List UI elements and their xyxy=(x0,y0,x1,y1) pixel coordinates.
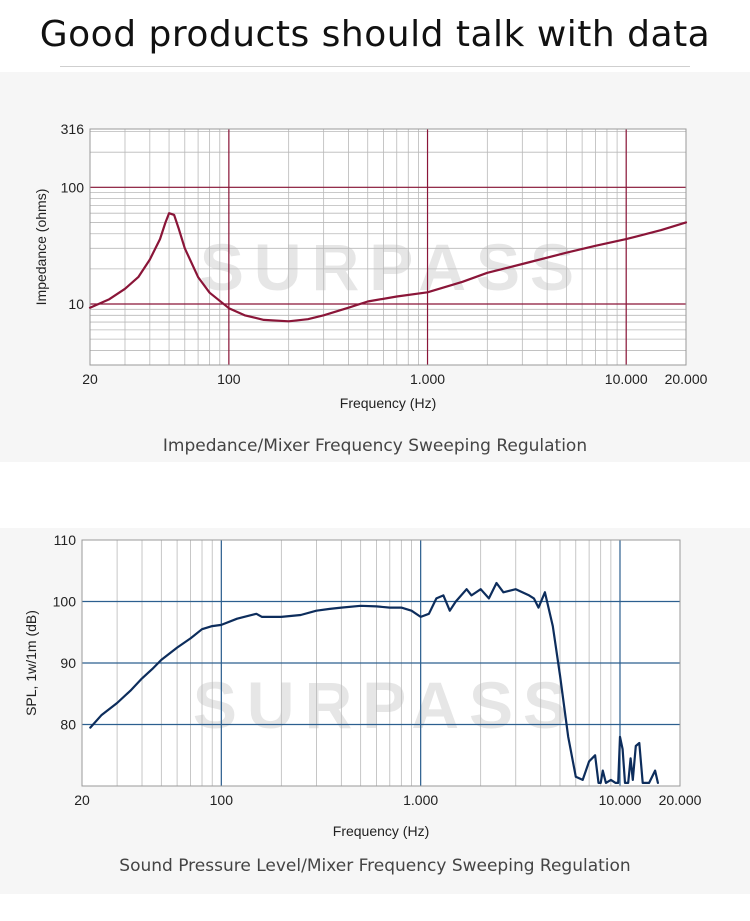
y-tick-label: 316 xyxy=(61,121,85,137)
x-tick-label: 20 xyxy=(74,792,90,808)
grid xyxy=(89,129,687,365)
y-axis-title: Impedance (ohms) xyxy=(33,189,49,306)
x-axis-title: Frequency (Hz) xyxy=(333,823,429,839)
x-tick-label: 20 xyxy=(82,371,98,387)
y-tick-label: 80 xyxy=(60,717,76,733)
y-tick-label: 10 xyxy=(68,296,84,312)
y-tick-label: 110 xyxy=(54,532,77,548)
x-tick-label: 1.000 xyxy=(410,371,445,387)
y-tick-label: 100 xyxy=(53,594,77,610)
title-divider xyxy=(60,66,690,67)
page-title: Good products should talk with data xyxy=(39,14,711,55)
x-tick-label: 10.000 xyxy=(605,371,648,387)
impedance-caption: Impedance/Mixer Frequency Sweeping Regul… xyxy=(162,436,588,456)
x-tick-label: 1.000 xyxy=(403,792,438,808)
watermark-text: SURPASS xyxy=(193,668,577,742)
x-tick-label: 10.000 xyxy=(599,792,642,808)
series-line-impedance xyxy=(88,212,688,323)
x-tick-label: 20.000 xyxy=(665,371,708,387)
series-line-spl xyxy=(89,581,660,785)
x-tick-label: 100 xyxy=(217,371,241,387)
plot-frame xyxy=(81,539,681,787)
y-axis-title: SPL, 1w/1m (dB) xyxy=(23,610,39,716)
spl-caption: Sound Pressure Level/Mixer Frequency Swe… xyxy=(119,856,631,876)
y-tick-label: 90 xyxy=(60,655,76,671)
x-tick-label: 100 xyxy=(210,792,234,808)
plot-frame xyxy=(89,128,687,366)
x-tick-label: 20.000 xyxy=(659,792,702,808)
y-tick-label: 100 xyxy=(61,179,85,195)
x-axis-title: Frequency (Hz) xyxy=(340,395,436,411)
